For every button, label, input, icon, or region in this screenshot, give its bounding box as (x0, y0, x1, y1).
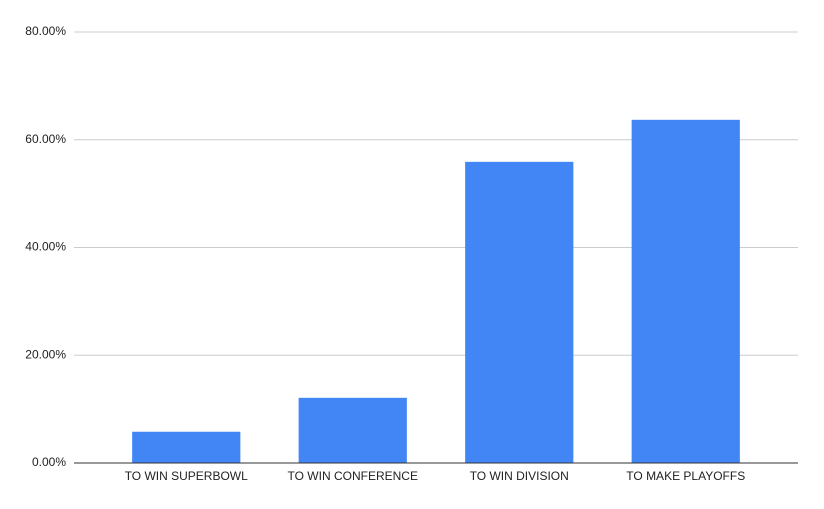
x-tick-label: TO WIN DIVISION (470, 469, 569, 483)
x-tick-label: TO WIN CONFERENCE (288, 469, 418, 483)
y-tick-label: 0.00% (32, 455, 66, 469)
y-tick-label: 20.00% (25, 347, 66, 361)
x-tick-label: TO MAKE PLAYOFFS (626, 469, 745, 483)
y-tick-label: 40.00% (25, 240, 66, 254)
x-tick-label: TO WIN SUPERBOWL (125, 469, 248, 483)
bar (465, 161, 574, 463)
bar (631, 119, 740, 463)
y-tick-label: 60.00% (25, 132, 66, 146)
bar (132, 431, 241, 463)
bar (298, 397, 407, 463)
y-tick-label: 80.00% (25, 24, 66, 38)
